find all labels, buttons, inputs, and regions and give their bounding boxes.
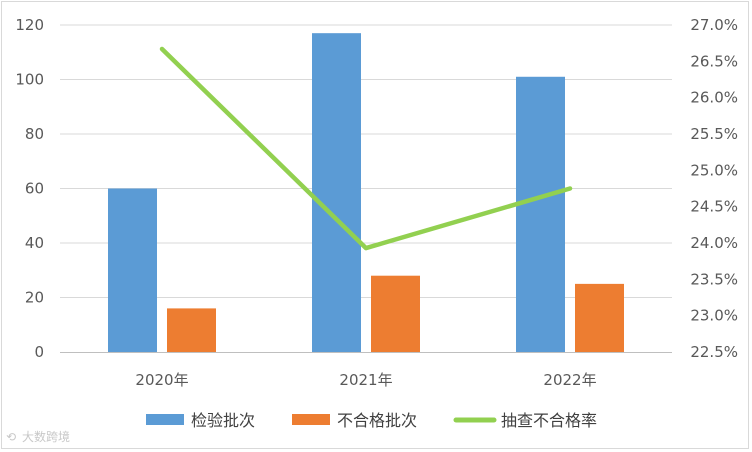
x-tick-label: 2021年	[339, 371, 392, 389]
y-left-tick-label: 100	[15, 71, 44, 89]
legend: 检验批次 不合格批次 抽查不合格率	[146, 411, 597, 430]
legend-swatch-inspected-batches	[146, 414, 184, 425]
bar-inspected-batches	[516, 76, 565, 353]
y-right-tick-label: 23.5%	[690, 270, 738, 288]
y-left-tick-label: 120	[15, 16, 44, 34]
legend-label-failure-rate: 抽查不合格率	[501, 411, 597, 430]
line-failure-rate	[159, 46, 573, 251]
y-right-tick-label: 23.0%	[690, 307, 738, 325]
y-right-tick-label: 25.5%	[690, 125, 738, 143]
legend-label-inspected-batches: 检验批次	[191, 411, 255, 430]
y-right-tick-label: 26.5%	[690, 52, 738, 70]
y-right-tick-label: 24.0%	[690, 234, 738, 252]
axes: 0 20 40 60 80 100 120 22.5% 23.0% 23.5% 24.0% 24.5%…	[15, 16, 738, 389]
watermark: ⟲ 大数跨境	[6, 429, 70, 444]
watermark-logo-icon: ⟲	[6, 430, 16, 444]
y-right-tick-label: 22.5%	[690, 343, 738, 361]
y-left-tick-label: 0	[34, 343, 44, 361]
bar-failed-batches	[575, 283, 624, 352]
bar-failed-batches	[371, 275, 420, 352]
bar-series	[108, 33, 624, 353]
y-right-tick-label: 24.5%	[690, 198, 738, 216]
legend-swatch-failed-batches	[292, 414, 330, 425]
x-tick-label: 2020年	[135, 371, 188, 389]
y-left-tick-label: 20	[25, 289, 44, 307]
y-right-tick-label: 27.0%	[690, 16, 738, 34]
gridlines	[60, 24, 672, 298]
watermark-text: 大数跨境	[22, 429, 70, 444]
y-left-tick-label: 60	[25, 180, 44, 198]
bar-inspected-batches	[108, 188, 157, 352]
legend-label-failed-batches: 不合格批次	[337, 411, 417, 430]
y-right-tick-label: 25.0%	[690, 161, 738, 179]
bar-inspected-batches	[312, 33, 361, 353]
y-left-tick-label: 80	[25, 125, 44, 143]
y-right-tick-label: 26.0%	[690, 89, 738, 107]
y-left-tick-label: 40	[25, 234, 44, 252]
x-tick-label: 2022年	[543, 371, 596, 389]
bar-failed-batches	[167, 308, 216, 352]
line-series	[159, 46, 573, 251]
